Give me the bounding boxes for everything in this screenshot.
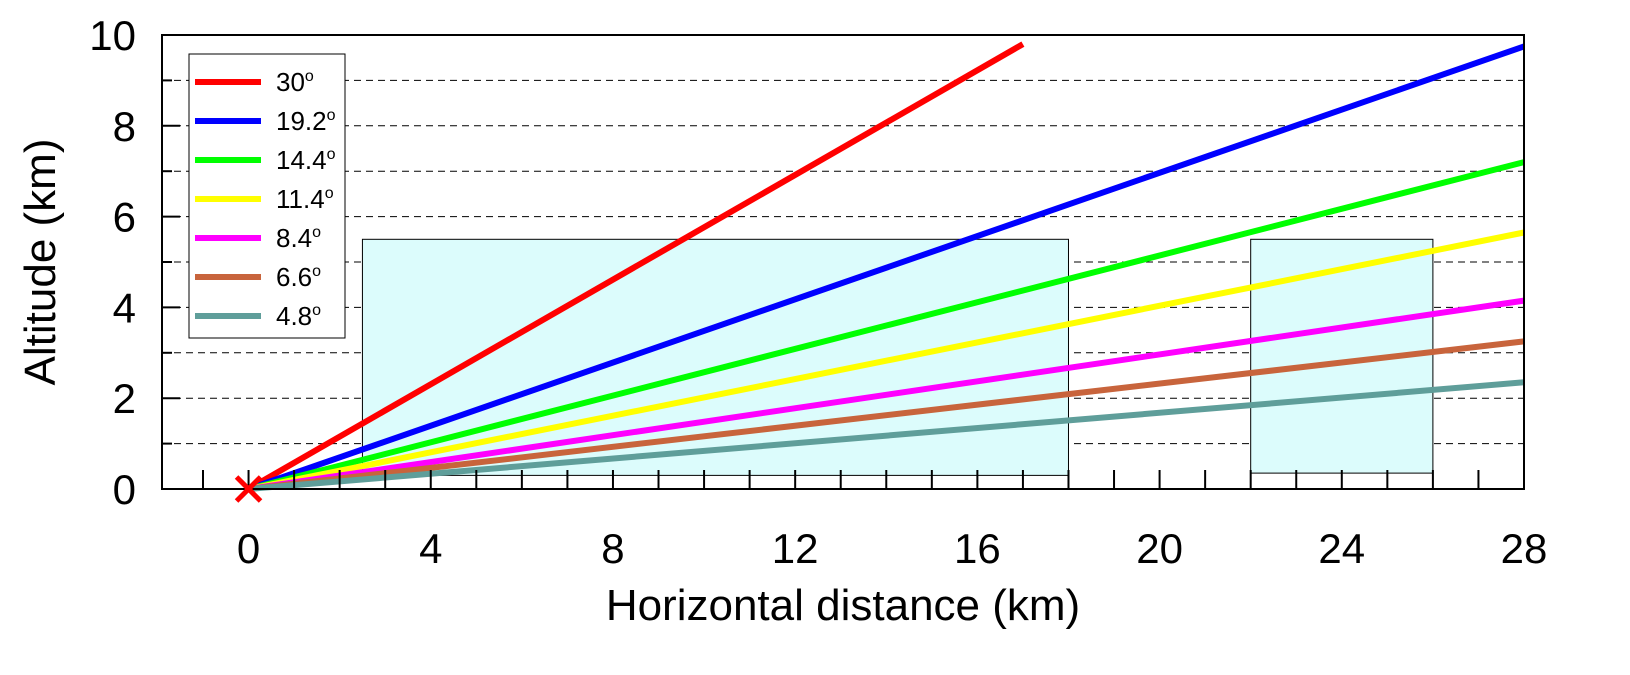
series-line — [247, 43, 1525, 492]
legend: 30o 19.2o 14.4o 11.4o 8.4o 6.6o 4.8o — [188, 53, 346, 339]
x-tick-label: 0 — [237, 525, 260, 572]
y-tick-label: 8 — [113, 103, 136, 150]
series-line — [247, 41, 1025, 492]
series-line — [248, 379, 1525, 492]
series-line — [247, 229, 1525, 492]
x-tick-label: 20 — [1136, 525, 1183, 572]
series-line — [248, 338, 1525, 492]
x-tick-label: 16 — [954, 525, 1001, 572]
x-tick-label: 12 — [772, 525, 819, 572]
series-line — [247, 159, 1525, 492]
x-tick-label: 4 — [419, 525, 442, 572]
y-tick-label: 4 — [113, 284, 136, 331]
legend-label: 11.4o — [276, 184, 334, 214]
series-line — [248, 297, 1525, 492]
y-axis-title: Altitude (km) — [16, 139, 65, 386]
legend-label: 8.4o — [276, 223, 321, 253]
x-axis-title: Horizontal distance (km) — [606, 581, 1080, 630]
y-tick-label: 6 — [113, 194, 136, 241]
x-tick-label: 8 — [601, 525, 624, 572]
legend-label: 14.4o — [276, 145, 336, 175]
y-tick-label: 2 — [113, 375, 136, 422]
origin-marker-stroke — [234, 475, 263, 503]
legend-label: 30o — [276, 67, 314, 97]
legend-label: 4.8o — [276, 301, 321, 331]
y-tick-label: 0 — [113, 466, 136, 513]
axes — [161, 34, 1525, 490]
x-tick-label: 28 — [1501, 525, 1548, 572]
legend-label: 19.2o — [276, 106, 336, 136]
origin-marker — [234, 475, 263, 503]
series-lines — [247, 41, 1525, 492]
legend-label: 6.6o — [276, 262, 321, 292]
x-tick-label: 24 — [1318, 525, 1365, 572]
shaded-region — [361, 238, 1069, 476]
y-tick-label: 10 — [89, 12, 136, 59]
